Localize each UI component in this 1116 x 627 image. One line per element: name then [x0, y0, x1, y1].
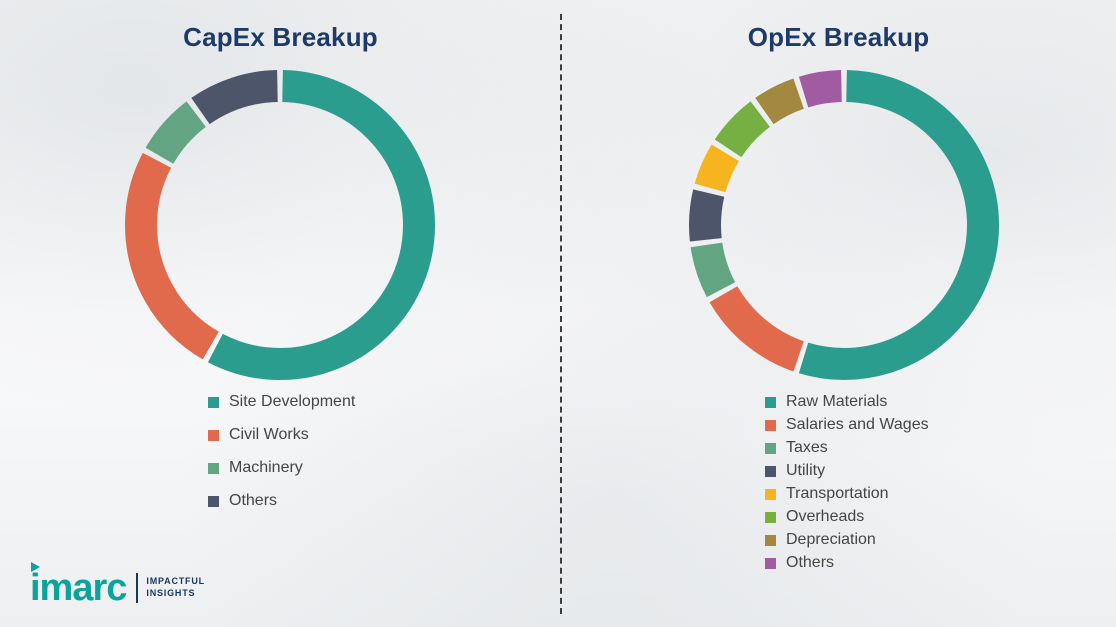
capex-panel: CapEx Breakup Site Development Civil Work…: [125, 22, 435, 525]
legend-swatch-raw-materials: [765, 396, 776, 408]
legend-label-others: Others: [229, 492, 278, 509]
legend-label-raw-materials: Raw Materials: [786, 393, 888, 410]
legend-swatch-others: [208, 495, 219, 507]
legend-item-transportation: Transportation: [765, 485, 929, 503]
logo-divider-bar: [136, 573, 139, 603]
legend-swatch-utility: [765, 465, 776, 477]
legend-label-civil-works: Civil Works: [229, 426, 309, 443]
imarc-brand-text: imarc: [30, 567, 127, 609]
opex-panel: OpEx Breakup Raw Materials Salaries and W…: [561, 0, 1116, 627]
legend-swatch-site-development: [208, 396, 219, 408]
opex-donut-chart: [689, 70, 999, 380]
capex-legend: Site Development Civil Works Machinery Othe…: [208, 393, 355, 525]
legend-label-utility: Utility: [786, 462, 826, 479]
donut-segment-civil-works: [125, 70, 435, 380]
legend-swatch-taxes: [765, 442, 776, 454]
legend-swatch-others: [765, 557, 776, 569]
legend-item-site-development: Site Development: [208, 393, 355, 411]
legend-item-salaries-and-wages: Salaries and Wages: [765, 416, 929, 434]
vertical-dashed-divider: [560, 14, 562, 614]
legend-item-depreciation: Depreciation: [765, 531, 929, 549]
legend-label-salaries-and-wages: Salaries and Wages: [786, 416, 929, 433]
legend-swatch-overheads: [765, 511, 776, 523]
imarc-tagline: IMPACTFUL INSIGHTS: [146, 576, 205, 599]
tagline-line-2: INSIGHTS: [146, 588, 196, 598]
donut-segment-utility: [689, 70, 999, 380]
legend-label-overheads: Overheads: [786, 508, 865, 525]
capex-chart-title: CapEx Breakup: [183, 22, 378, 52]
legend-item-machinery: Machinery: [208, 459, 355, 477]
legend-item-overheads: Overheads: [765, 508, 929, 526]
legend-item-others: Others: [208, 492, 355, 510]
donut-segment-raw-materials: [689, 70, 999, 380]
legend-label-others: Others: [786, 554, 835, 571]
imarc-logo-wordmark: imarc: [30, 562, 127, 609]
legend-swatch-depreciation: [765, 534, 776, 546]
legend-item-utility: Utility: [765, 462, 929, 480]
legend-label-site-development: Site Development: [229, 393, 356, 410]
legend-item-civil-works: Civil Works: [208, 426, 355, 444]
legend-label-machinery: Machinery: [229, 459, 303, 476]
legend-label-taxes: Taxes: [786, 439, 828, 456]
imarc-flag-icon: [31, 562, 40, 572]
imarc-logo: imarc IMPACTFUL INSIGHTS: [30, 562, 205, 609]
legend-swatch-machinery: [208, 462, 219, 474]
capex-donut-chart: [125, 70, 435, 380]
legend-label-transportation: Transportation: [786, 485, 889, 502]
legend-item-taxes: Taxes: [765, 439, 929, 457]
tagline-line-1: IMPACTFUL: [146, 576, 205, 587]
legend-swatch-civil-works: [208, 429, 219, 441]
legend-item-others: Others: [765, 554, 929, 572]
donut-segment-site-development: [125, 70, 435, 380]
legend-label-depreciation: Depreciation: [786, 531, 876, 548]
legend-swatch-transportation: [765, 488, 776, 500]
opex-legend: Raw Materials Salaries and Wages Taxes Util…: [765, 393, 929, 577]
legend-swatch-salaries-and-wages: [765, 419, 776, 431]
opex-chart-title: OpEx Breakup: [747, 22, 930, 52]
legend-item-raw-materials: Raw Materials: [765, 393, 929, 411]
